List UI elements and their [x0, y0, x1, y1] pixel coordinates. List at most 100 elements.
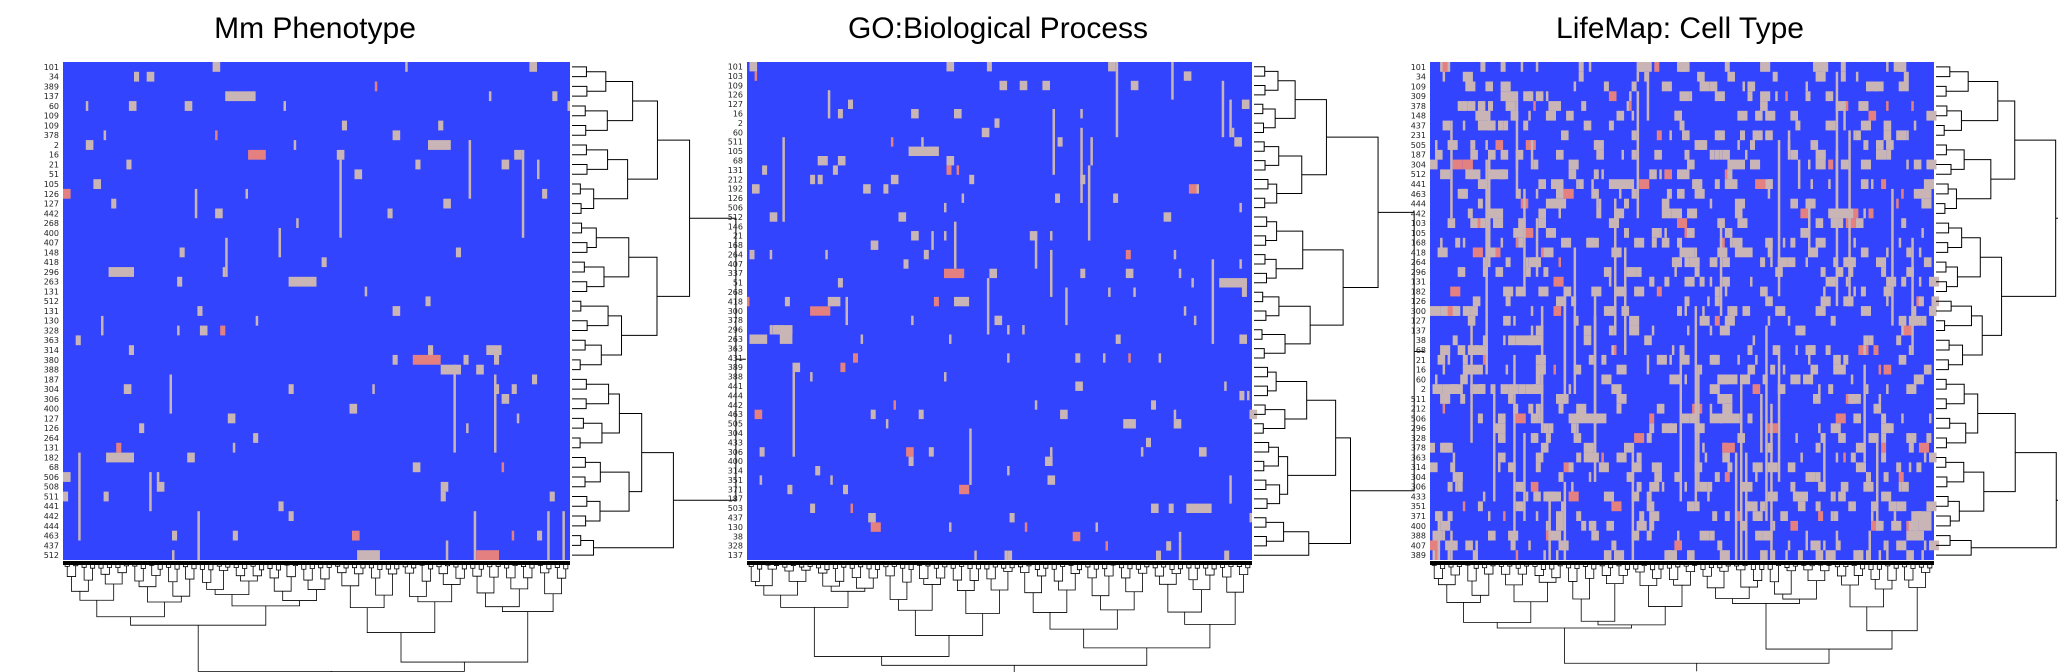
heatmap-streak	[1636, 91, 1640, 219]
heatmap-cell	[1588, 237, 1599, 248]
dendrogram-branch	[1669, 566, 1679, 580]
heatmap-cell	[1442, 364, 1446, 375]
heatmap-cell	[1573, 81, 1577, 92]
heatmap-cell	[1543, 423, 1549, 434]
heatmap-cell	[1495, 140, 1504, 150]
heatmap-block	[248, 149, 266, 160]
heatmap-cell	[1921, 188, 1932, 199]
row-label: 68	[49, 463, 59, 472]
dendrogram-branch	[748, 562, 754, 567]
dendrogram-branch	[106, 562, 112, 568]
dendrogram-branch	[510, 577, 529, 590]
heatmap-cell	[1080, 109, 1083, 119]
heatmap-cell	[1835, 530, 1839, 541]
heatmap-cell	[1608, 325, 1614, 336]
heatmap-cell	[1901, 325, 1907, 336]
heatmap-cell	[1777, 384, 1786, 394]
heatmap-cell	[1508, 530, 1519, 541]
heatmap-cell	[1901, 413, 1904, 424]
heatmap-streak	[1065, 287, 1068, 326]
heatmap-cell	[1651, 276, 1655, 287]
heatmap-cell	[1125, 249, 1131, 260]
row-label: 400	[728, 457, 743, 466]
heatmap-cell	[1019, 80, 1028, 91]
dendrogram-branch	[818, 567, 828, 574]
heatmap-cell	[1631, 81, 1637, 92]
heatmap-cell	[372, 384, 375, 394]
heatmap-cell	[1702, 442, 1705, 453]
heatmap-cell	[103, 130, 107, 141]
heatmap-cell	[1752, 335, 1756, 346]
heatmap-cell	[1503, 511, 1506, 521]
heatmap-cell	[1717, 247, 1728, 258]
heatmap-cell	[843, 484, 848, 495]
heatmap-cell	[1815, 237, 1826, 248]
row-labels: 1013438913760109109378216215110512612744…	[44, 63, 59, 560]
heatmap-streak	[1050, 249, 1053, 297]
row-labels: 1013410930937814843723150518730451244146…	[1411, 63, 1426, 560]
heatmap-cell	[1876, 140, 1884, 150]
heatmap-cell	[1734, 198, 1745, 209]
heatmap-cell	[1699, 81, 1710, 92]
heatmap-cell	[1918, 520, 1929, 531]
heatmap-cell	[1699, 364, 1703, 375]
row-label: 263	[728, 335, 743, 344]
heatmap-cell	[511, 530, 515, 541]
heatmap-cell	[1767, 188, 1771, 199]
row-label: 304	[44, 385, 59, 394]
heatmap-cell	[893, 400, 896, 410]
heatmap-cell	[1500, 237, 1504, 248]
heatmap-cell	[1913, 120, 1917, 131]
heatmap-cell	[1561, 130, 1569, 141]
dendrogram-branch	[235, 567, 246, 577]
heatmap-streak	[1808, 198, 1811, 248]
heatmap-cell	[759, 447, 765, 457]
dendrogram-branch	[250, 562, 256, 567]
dendrogram-branch	[1498, 562, 1504, 567]
heatmap-cell	[1158, 353, 1162, 363]
heatmap-cell	[1075, 381, 1083, 391]
heatmap-cell	[1196, 184, 1199, 194]
heatmap-cell	[1863, 208, 1866, 219]
row-label: 212	[1411, 405, 1426, 414]
row-label: 2	[54, 141, 59, 150]
heatmap-cell	[1724, 472, 1730, 482]
row-label: 296	[44, 268, 59, 277]
row-label: 105	[44, 180, 59, 189]
heatmap-cell	[1505, 296, 1511, 307]
heatmap-cell	[1498, 120, 1503, 131]
heatmap-cell	[1896, 501, 1907, 512]
heatmap-streak	[1515, 101, 1519, 189]
dendrogram-branch	[1936, 222, 1950, 234]
dendrogram-branch	[1254, 254, 1266, 265]
heatmap-cell	[1687, 159, 1695, 170]
heatmap-cell	[1883, 364, 1892, 375]
dendrogram-branch	[1350, 211, 1415, 492]
heatmap-streak	[1745, 452, 1748, 560]
heatmap-cell	[1472, 364, 1483, 375]
dendrogram-branch	[572, 124, 587, 136]
heatmap-cell	[438, 120, 444, 131]
heatmap-cell	[1533, 101, 1536, 111]
heatmap-cell	[1475, 345, 1483, 355]
dendrogram-branch	[174, 562, 180, 570]
dendrogram-branch	[593, 159, 629, 200]
heatmap-cell	[1684, 306, 1687, 316]
heatmap-cell	[1239, 202, 1242, 213]
heatmap-cell	[1906, 247, 1912, 258]
dendrogram-branch	[1263, 446, 1279, 467]
row-label: 441	[44, 502, 59, 511]
dendrogram-branch	[1902, 562, 1908, 568]
dendrogram-branch	[1276, 230, 1304, 270]
heatmap-cell	[1858, 101, 1869, 111]
row-label: 296	[728, 326, 743, 335]
row-label: 21	[49, 161, 59, 170]
dendrogram-branch	[273, 576, 292, 592]
dendrogram-branch	[898, 584, 933, 611]
heatmap-cell	[1772, 520, 1776, 531]
heatmap-cell	[1430, 306, 1441, 316]
heatmap-cell	[1868, 208, 1874, 219]
dendrogram-branch	[1254, 84, 1266, 96]
heatmap-cell	[1717, 394, 1725, 404]
heatmap-cell	[1603, 491, 1614, 502]
